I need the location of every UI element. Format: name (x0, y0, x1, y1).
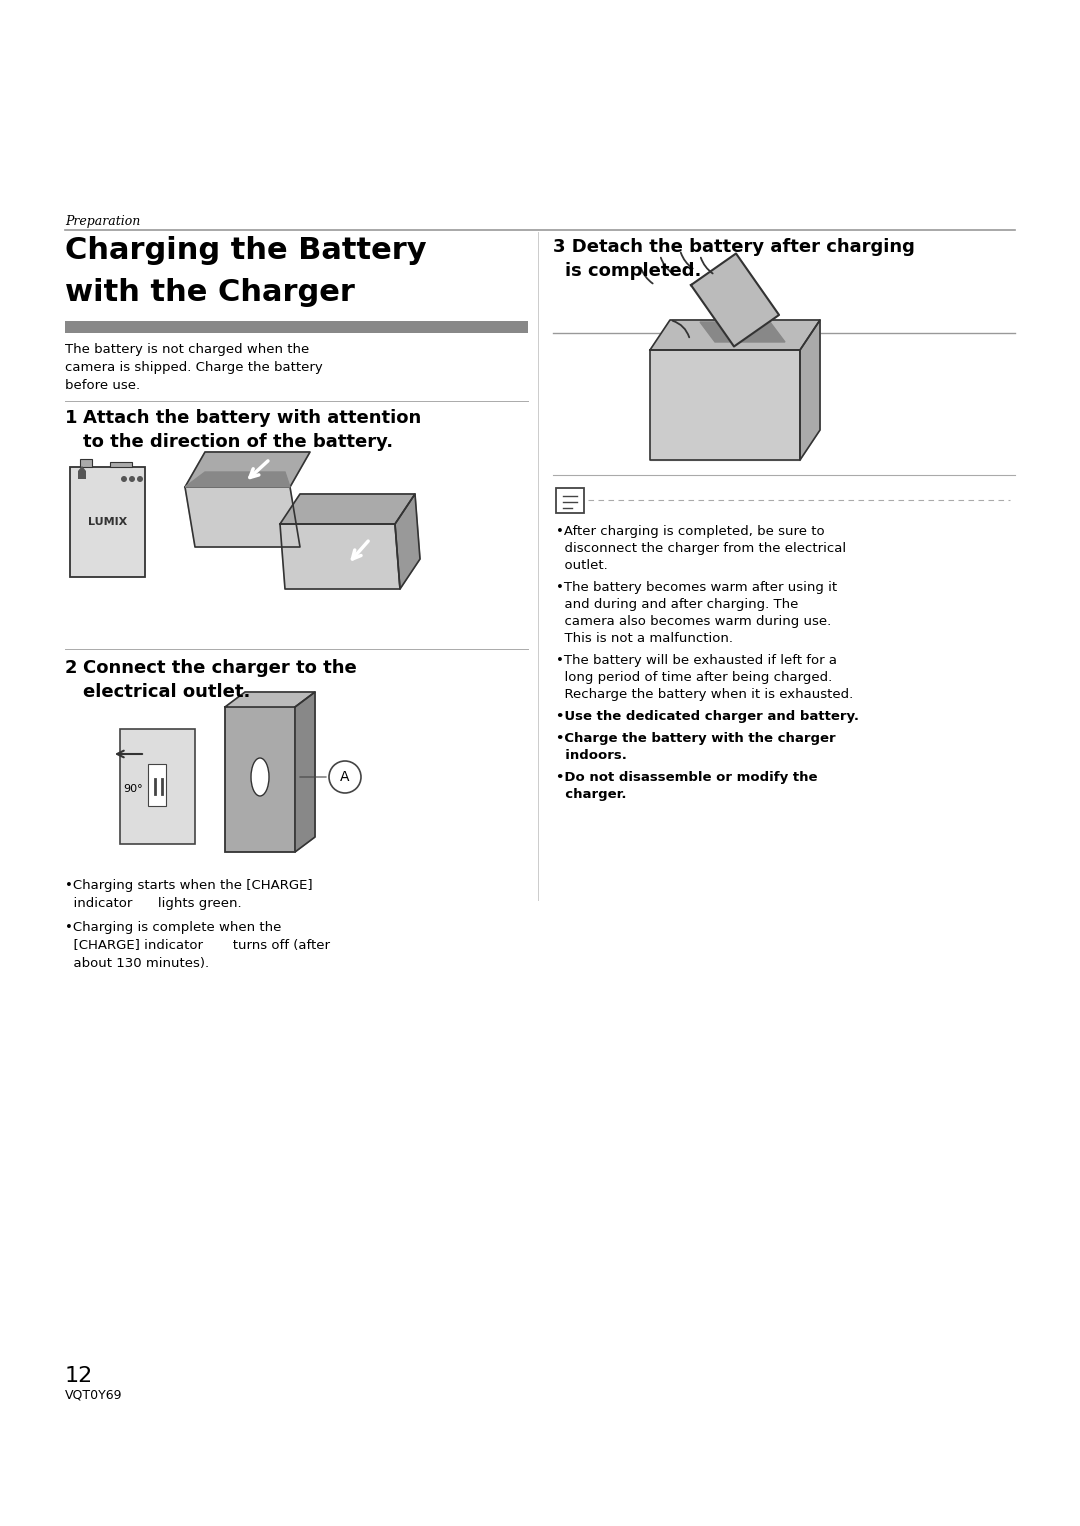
Text: Recharge the battery when it is exhausted.: Recharge the battery when it is exhauste… (556, 688, 853, 700)
Text: LUMIX: LUMIX (87, 517, 127, 526)
Text: •Charging is complete when the: •Charging is complete when the (65, 922, 282, 934)
Text: •The battery will be exhausted if left for a: •The battery will be exhausted if left f… (556, 655, 837, 667)
Text: 3 Detach the battery after charging: 3 Detach the battery after charging (553, 238, 915, 256)
Text: with the Charger: with the Charger (65, 278, 355, 307)
Polygon shape (225, 691, 315, 707)
Bar (65, 320, 528, 333)
Text: Connect the charger to the: Connect the charger to the (83, 659, 356, 678)
Text: 12: 12 (65, 1366, 93, 1386)
Polygon shape (185, 487, 300, 546)
Text: before use.: before use. (65, 378, 140, 392)
Text: The battery is not charged when the: The battery is not charged when the (65, 343, 309, 356)
Text: 90°: 90° (123, 784, 143, 794)
Text: •Do not disassemble or modify the: •Do not disassemble or modify the (556, 771, 818, 784)
Circle shape (121, 476, 127, 482)
Text: camera is shipped. Charge the battery: camera is shipped. Charge the battery (65, 362, 323, 374)
Text: A: A (340, 771, 350, 784)
Text: charger.: charger. (556, 787, 626, 801)
Polygon shape (650, 320, 820, 349)
Polygon shape (280, 523, 400, 589)
Text: is completed.: is completed. (565, 262, 701, 279)
Polygon shape (700, 322, 785, 342)
Text: 2: 2 (65, 659, 78, 678)
Bar (70, 467, 145, 577)
Text: •The battery becomes warm after using it: •The battery becomes warm after using it (556, 581, 837, 594)
Text: Attach the battery with attention: Attach the battery with attention (83, 409, 421, 427)
FancyArrow shape (78, 465, 86, 479)
Text: long period of time after being charged.: long period of time after being charged. (556, 671, 833, 684)
Text: indoors.: indoors. (556, 749, 626, 761)
Polygon shape (185, 452, 310, 487)
Text: to the direction of the battery.: to the direction of the battery. (83, 433, 393, 452)
Text: •Use the dedicated charger and battery.: •Use the dedicated charger and battery. (556, 710, 859, 723)
Text: •Charging starts when the [CHARGE]: •Charging starts when the [CHARGE] (65, 879, 312, 893)
Ellipse shape (251, 758, 269, 797)
Polygon shape (185, 472, 291, 487)
Text: camera also becomes warm during use.: camera also becomes warm during use. (556, 615, 832, 629)
Text: and during and after charging. The: and during and after charging. The (556, 598, 798, 610)
Text: indicator      lights green.: indicator lights green. (65, 897, 242, 909)
Text: VQT0Y69: VQT0Y69 (65, 1389, 122, 1401)
Text: •Charge the battery with the charger: •Charge the battery with the charger (556, 732, 836, 745)
Circle shape (137, 476, 143, 482)
Circle shape (129, 476, 135, 482)
Circle shape (329, 761, 361, 794)
Bar (148, 765, 166, 806)
Bar (120, 729, 195, 844)
Text: •After charging is completed, be sure to: •After charging is completed, be sure to (556, 525, 825, 539)
Polygon shape (691, 253, 779, 346)
Text: 1: 1 (65, 409, 78, 427)
Polygon shape (295, 691, 315, 852)
Polygon shape (395, 494, 420, 589)
Bar (80, 459, 92, 467)
Polygon shape (800, 320, 820, 459)
Text: Charging the Battery: Charging the Battery (65, 237, 427, 266)
Bar (556, 488, 584, 513)
Text: Preparation: Preparation (65, 215, 140, 227)
Polygon shape (650, 349, 800, 459)
Text: This is not a malfunction.: This is not a malfunction. (556, 632, 733, 645)
Bar (110, 462, 132, 467)
Bar (225, 707, 295, 852)
Text: electrical outlet.: electrical outlet. (83, 684, 251, 700)
Text: disconnect the charger from the electrical: disconnect the charger from the electric… (556, 542, 846, 555)
Polygon shape (280, 494, 415, 523)
Text: outlet.: outlet. (556, 559, 608, 572)
Text: about 130 minutes).: about 130 minutes). (65, 957, 210, 971)
Text: [CHARGE] indicator       turns off (after: [CHARGE] indicator turns off (after (65, 938, 330, 952)
